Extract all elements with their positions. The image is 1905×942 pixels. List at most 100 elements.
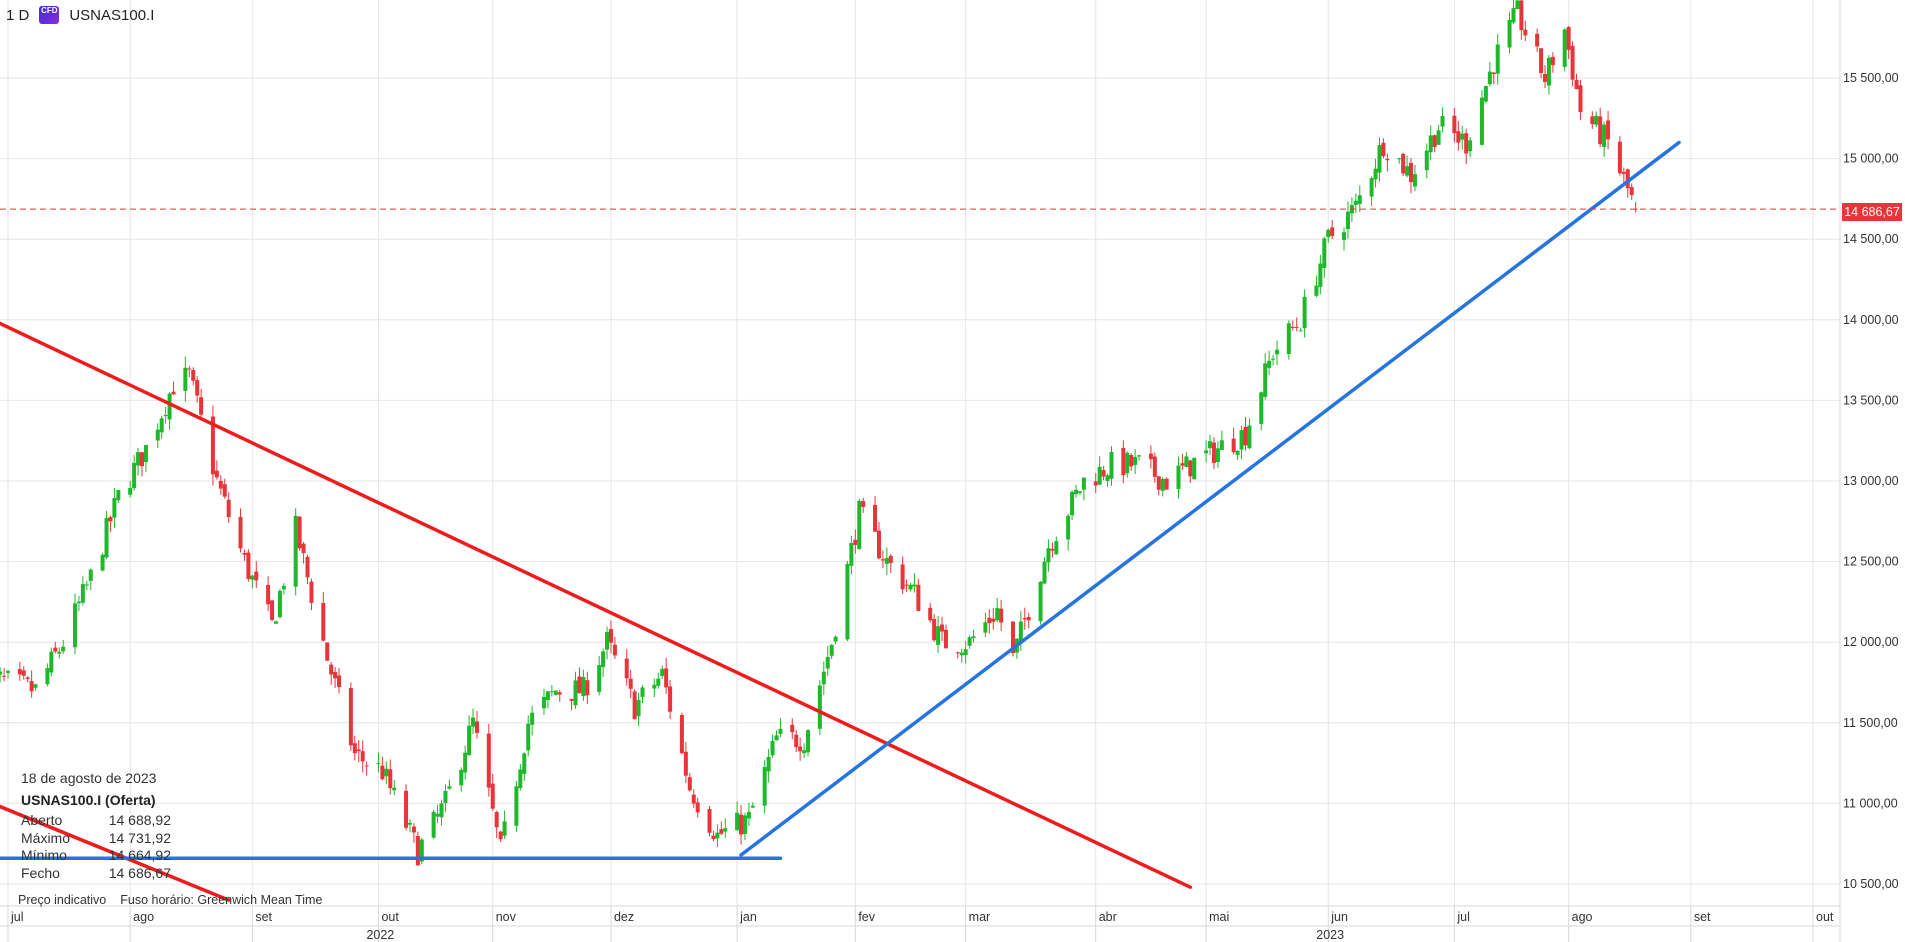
candle-body xyxy=(857,500,862,550)
y-tick-label: 14 500,00 xyxy=(1843,232,1899,246)
x-tick-label: ago xyxy=(133,910,154,924)
candle-body xyxy=(1204,450,1209,454)
candle-body xyxy=(443,790,448,803)
candle-body xyxy=(112,498,117,518)
candle-body xyxy=(1318,263,1323,287)
candle-body xyxy=(557,692,562,695)
x-tick-label: jul xyxy=(10,910,24,924)
candle-body xyxy=(210,416,215,475)
candle-body xyxy=(329,664,334,675)
candle-body xyxy=(1385,158,1390,161)
candle-body xyxy=(1409,162,1414,183)
candle-body xyxy=(1263,363,1268,397)
candle-body xyxy=(1164,478,1169,490)
y-tick-label: 12 500,00 xyxy=(1843,555,1899,569)
candle-body xyxy=(999,608,1004,623)
candle-body xyxy=(912,584,917,587)
candle-body xyxy=(608,629,613,643)
x-tick-label: nov xyxy=(496,910,517,924)
candle-body xyxy=(250,575,255,580)
candle-body xyxy=(1286,323,1291,355)
candle-body xyxy=(199,397,204,415)
candle-body xyxy=(778,728,783,734)
candle-body xyxy=(1424,150,1429,171)
candle-body xyxy=(597,665,602,692)
candle-body xyxy=(364,765,369,767)
candle-body xyxy=(2,675,7,677)
candle-body xyxy=(1247,425,1252,449)
candle-body xyxy=(1022,618,1027,620)
candle-body xyxy=(798,746,803,752)
candle-body xyxy=(1574,80,1579,90)
candle-body xyxy=(6,670,10,673)
candle-body xyxy=(1042,561,1047,584)
candle-body xyxy=(1606,120,1611,140)
candle-body xyxy=(553,690,558,695)
candle-body xyxy=(407,822,412,825)
timeframe-label[interactable]: 1 D xyxy=(6,6,30,24)
x-tick-label: dez xyxy=(614,910,634,924)
candle-body xyxy=(833,636,838,642)
candle-body xyxy=(987,617,992,624)
trendline-ascending-support xyxy=(739,140,1681,857)
candle-body xyxy=(1377,145,1382,173)
candle-body xyxy=(628,678,633,689)
candle-body xyxy=(502,821,507,836)
candle-body xyxy=(293,515,298,587)
candle-body xyxy=(1487,71,1492,85)
candle-body xyxy=(514,786,519,826)
info-value: 14 731,92 xyxy=(108,829,171,846)
candle-body xyxy=(908,584,913,590)
candle-body xyxy=(226,499,231,518)
candle-body xyxy=(183,367,188,391)
candle-body xyxy=(1535,33,1540,47)
info-label: Fecho xyxy=(21,864,60,881)
x-tick-label: ago xyxy=(1572,910,1593,924)
candle-body xyxy=(802,750,807,754)
candle-body xyxy=(1314,285,1319,296)
candle-body xyxy=(1578,85,1583,113)
candle-body xyxy=(1176,465,1181,490)
y-tick-label: 13 500,00 xyxy=(1843,393,1899,407)
candle-body xyxy=(861,501,866,507)
candle-body xyxy=(471,717,476,727)
y-tick-label: 11 000,00 xyxy=(1843,796,1898,810)
candle-body xyxy=(1026,616,1031,621)
x-tick-label: mai xyxy=(1209,910,1229,924)
candle-body xyxy=(392,787,397,791)
candle-body xyxy=(321,603,326,641)
candle-body xyxy=(108,517,113,522)
candle-body xyxy=(1412,174,1417,187)
y-tick-label: 14 000,00 xyxy=(1843,313,1899,327)
candle-body xyxy=(1629,187,1634,196)
candle-body xyxy=(356,749,361,752)
candle-body xyxy=(707,809,712,833)
candle-body xyxy=(853,539,858,545)
candle-body xyxy=(333,671,338,679)
chart-footer: Preço indicativo Fuso horário: Greenwich… xyxy=(18,893,322,907)
info-row-close: Fecho 14 686,67 xyxy=(21,865,171,883)
candle-body xyxy=(348,687,353,746)
candle-body xyxy=(983,622,988,633)
candle-body xyxy=(1515,0,1520,9)
candle-body xyxy=(963,649,968,656)
trendline-short-red-segment xyxy=(0,804,231,902)
candle-body xyxy=(687,777,692,791)
candle-body xyxy=(404,790,409,828)
candle-body xyxy=(1479,97,1484,145)
symbol-label[interactable]: USNAS100.I xyxy=(69,6,155,24)
candle-body xyxy=(762,767,767,806)
candle-body xyxy=(829,644,834,656)
candle-body xyxy=(1215,448,1220,463)
candle-body xyxy=(995,608,1000,621)
candle-body xyxy=(33,684,38,688)
candle-body xyxy=(955,652,960,654)
candle-body xyxy=(1452,115,1457,134)
candle-body xyxy=(569,698,574,701)
candle-body xyxy=(581,677,586,697)
candle-body xyxy=(1267,360,1272,368)
candle-body xyxy=(1401,153,1406,174)
candle-body xyxy=(656,678,661,686)
candle-body xyxy=(25,677,30,680)
